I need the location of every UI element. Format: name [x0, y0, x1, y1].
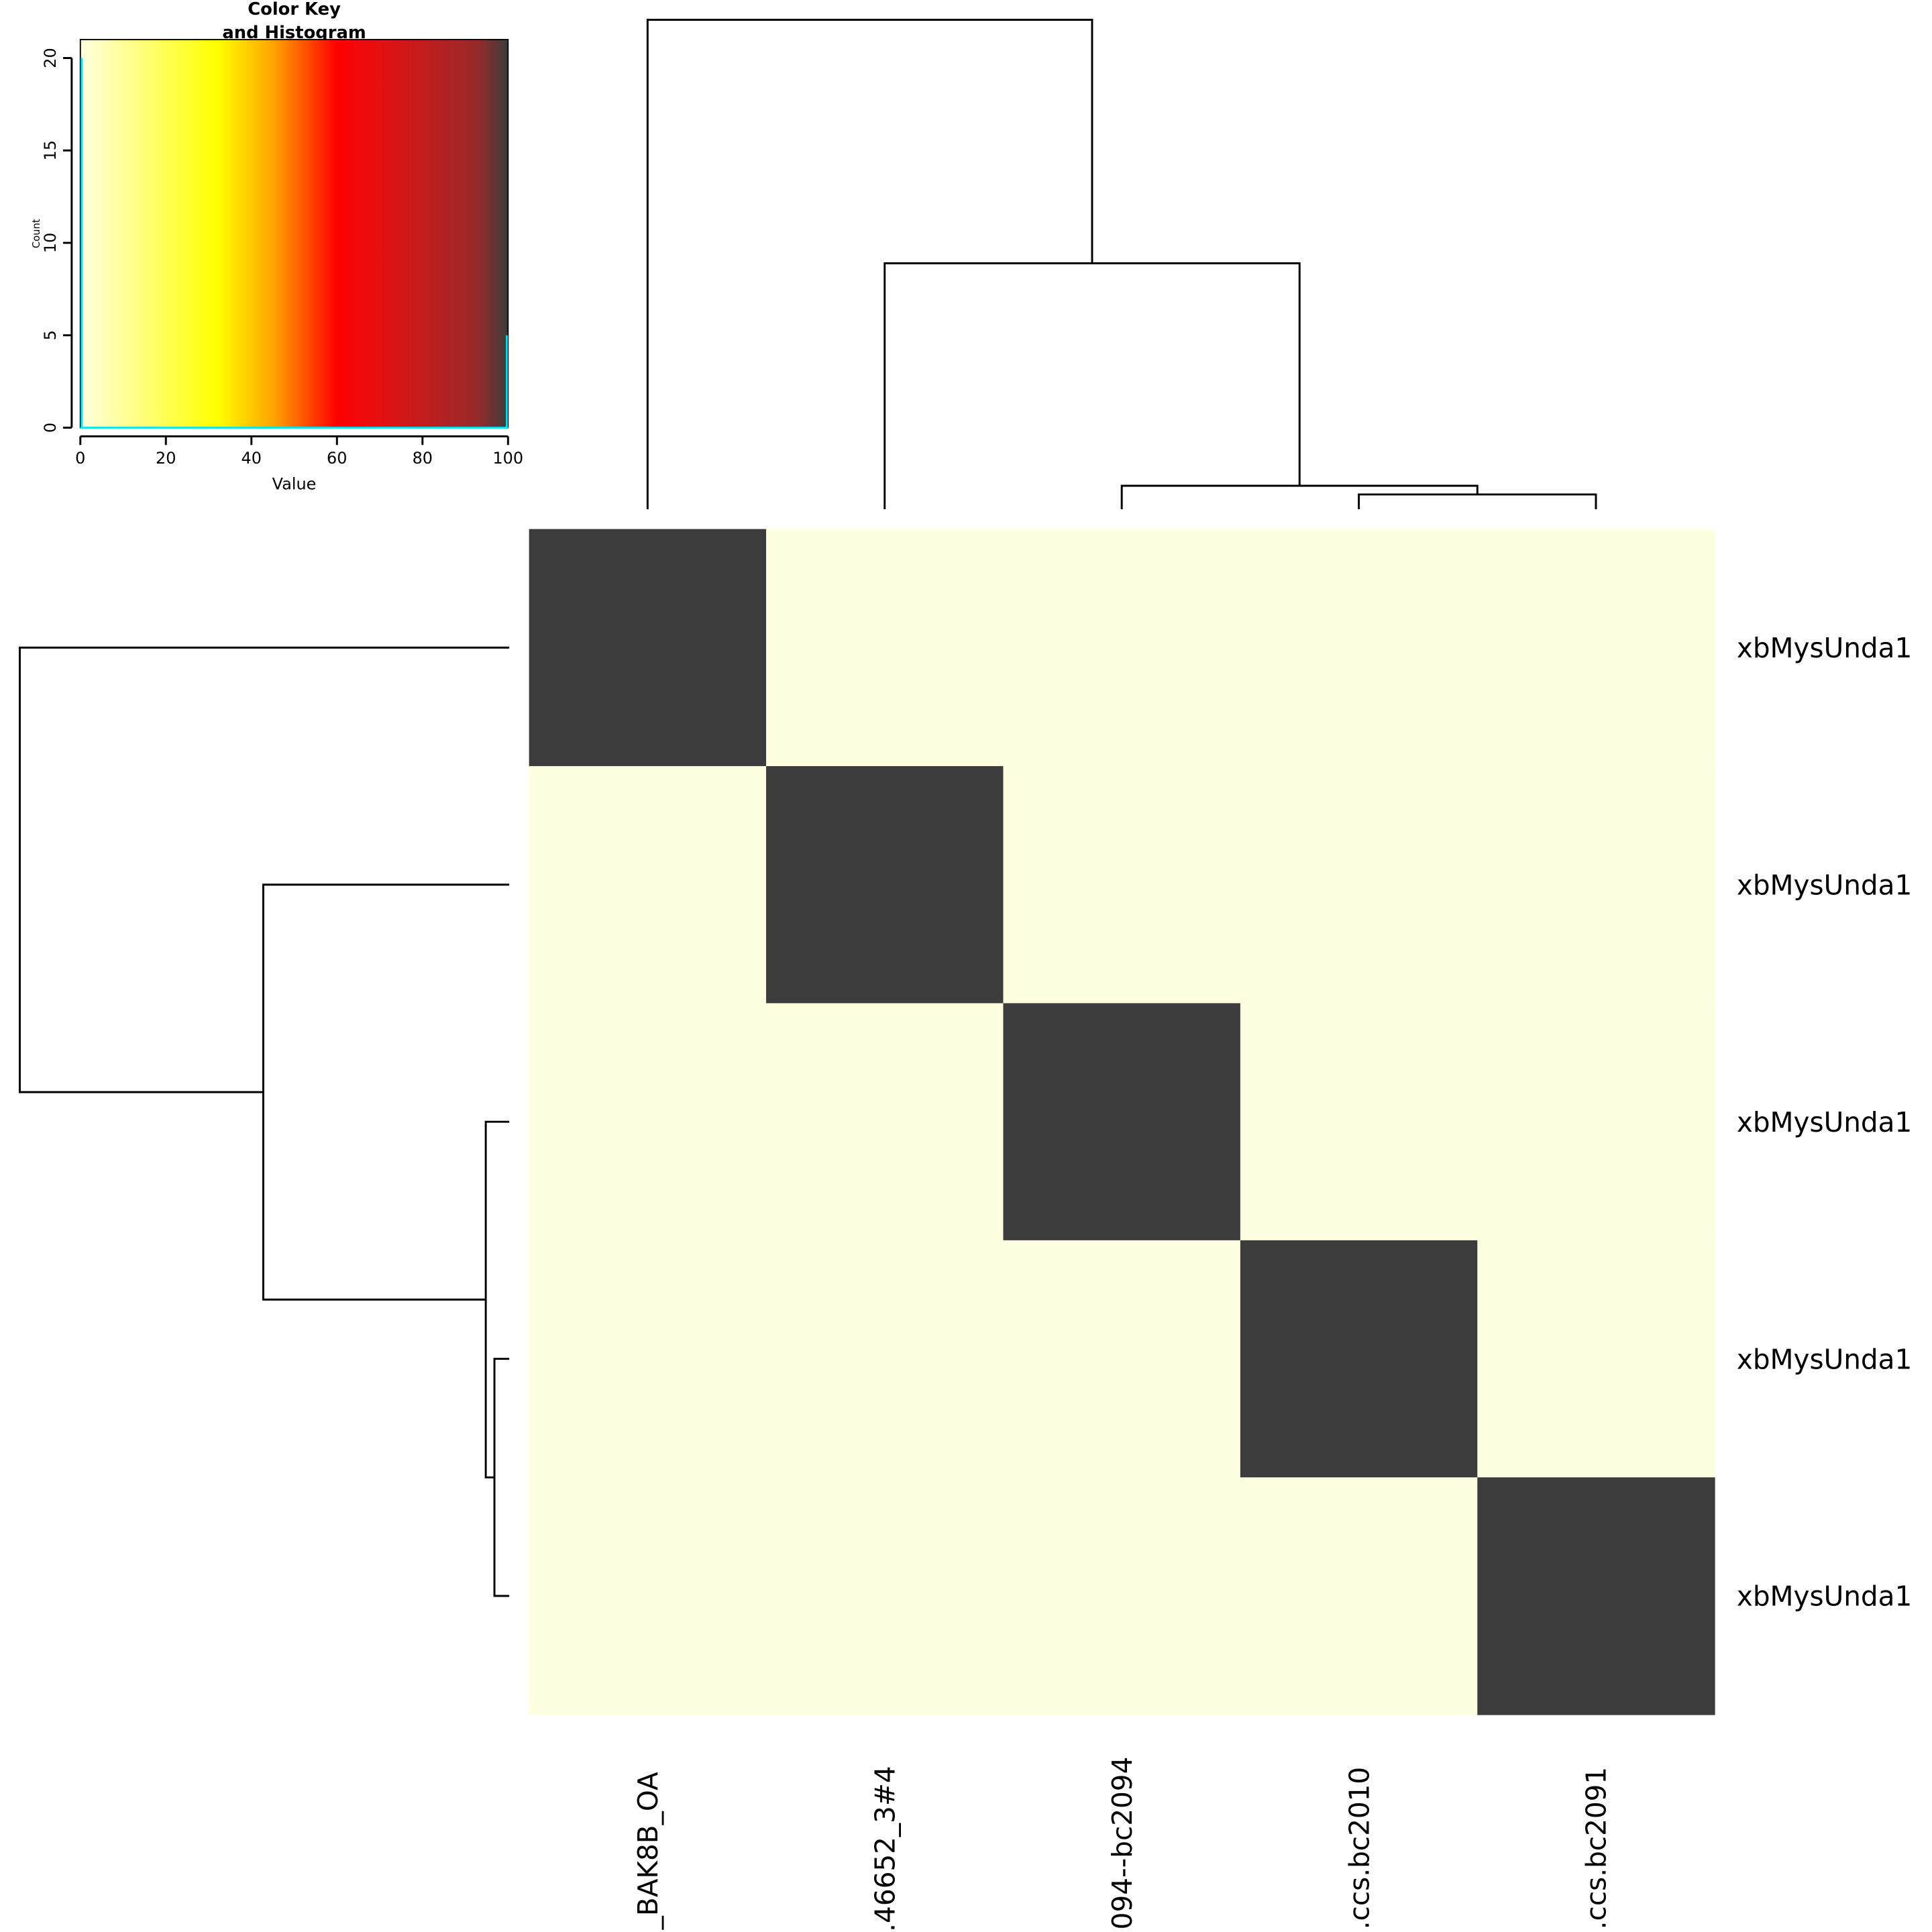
column-dendrogram-branch [1358, 493, 1597, 510]
x-tick-label: 0 [75, 449, 85, 468]
heatmap-cell [1003, 1003, 1241, 1241]
heatmap-cell [766, 529, 1004, 767]
heatmap-cell [1240, 1003, 1479, 1241]
heatmap-cell [1477, 1477, 1715, 1715]
heatmap-cell [1003, 1240, 1241, 1479]
heatmap-cells [529, 529, 1715, 1715]
heatmap-cell [1477, 1003, 1715, 1241]
x-tick-label: 80 [413, 449, 433, 468]
heatmap-cell [1477, 529, 1715, 767]
row-label: xbMysUnda1 [1737, 1106, 1912, 1138]
y-tick-label: 15 [41, 140, 60, 160]
heatmap-cell [766, 1003, 1004, 1241]
heatmap-cell [1003, 766, 1241, 1004]
x-tick-label: 40 [241, 449, 262, 468]
heatmap-cell [1240, 529, 1479, 767]
row-label: xbMysUnda1 [1737, 1343, 1912, 1375]
heatmap-cell [1477, 766, 1715, 1004]
heatmap-cell [1003, 1477, 1241, 1715]
row-dendrogram-branch [19, 646, 510, 1093]
x-tick-label: 20 [156, 449, 176, 468]
row-dendrogram-branch [484, 1120, 510, 1479]
color-key: Color Key and Histogram 0 20 40 60 80 1000510… [31, 0, 523, 494]
heatmap-cell [1240, 1240, 1479, 1479]
row-label: xbMysUnda1 [1737, 1580, 1912, 1613]
heatmap-cell [529, 1240, 767, 1479]
heatmap-cell [766, 1477, 1004, 1715]
column-dendrogram-branch [1120, 484, 1479, 510]
heatmap-cell [529, 529, 767, 767]
heatmap-cell [1477, 1240, 1715, 1479]
color-key-ylabel: Count [31, 219, 42, 248]
row-dendrogram-branch [493, 1358, 510, 1597]
column-label: 2094--bc2094 [1106, 1757, 1138, 1932]
dendrograms [19, 19, 1597, 1597]
heatmap-cell [1240, 1477, 1479, 1715]
y-tick-label: 20 [41, 48, 60, 68]
column-label: 2.ccs.bc2010 [1343, 1767, 1375, 1932]
x-tick-label: 60 [327, 449, 347, 468]
y-tick-label: 10 [41, 233, 60, 253]
row-dendrogram-branch [262, 883, 510, 1301]
heatmap-cell [529, 1003, 767, 1241]
x-tick-label: 100 [492, 449, 523, 468]
column-label: c.46652_3#4 [869, 1766, 901, 1932]
y-tick-label: 0 [41, 423, 60, 433]
column-label: 2_BAK8B_OA [632, 1772, 664, 1932]
heatmap-cell [766, 766, 1004, 1004]
heatmap-cell [766, 1240, 1004, 1479]
color-key-xlabel: Value [272, 475, 317, 494]
heatmap-cell [1240, 766, 1479, 1004]
color-key-title-1: Color Key [248, 0, 341, 19]
column-label: 1.ccs.bc2091 [1580, 1767, 1613, 1932]
row-label: xbMysUnda1 [1737, 632, 1912, 664]
y-tick-label: 5 [41, 330, 60, 340]
heatmap-cell [529, 1477, 767, 1715]
heatmap-cell [1003, 529, 1241, 767]
axis-labels: xbMysUnda1 xbMysUnda1 xbMysUnda1 xbMysUnda1… [632, 632, 1912, 1932]
row-label: xbMysUnda1 [1737, 869, 1912, 901]
color-key-gradient [79, 39, 509, 429]
column-dendrogram-branch [646, 19, 1093, 510]
heatmap-cell [529, 766, 767, 1004]
column-dendrogram-branch [883, 262, 1301, 510]
